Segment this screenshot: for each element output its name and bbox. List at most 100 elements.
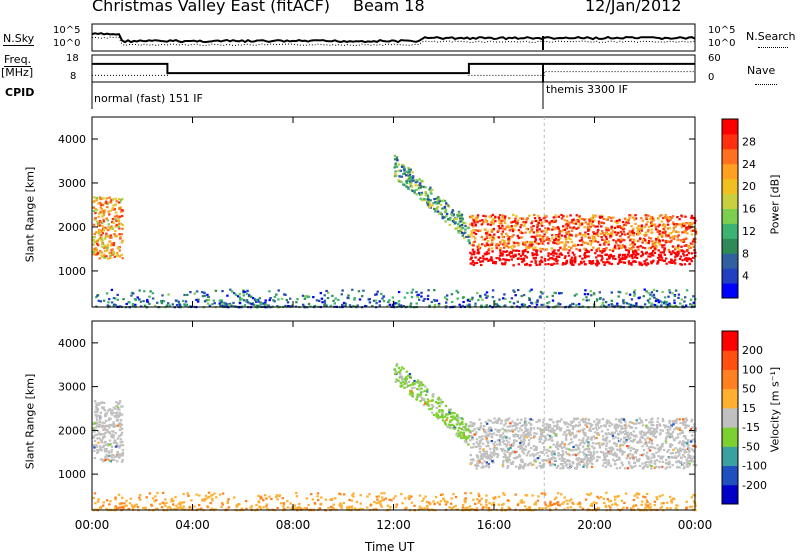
- echo-pixel: [434, 210, 437, 213]
- echo-pixel: [409, 175, 412, 178]
- echo-pixel: [691, 242, 694, 246]
- echo-pixel: [649, 215, 653, 219]
- echo-pixel: [469, 258, 472, 261]
- echo-pixel: [540, 256, 543, 259]
- echo-pixel: [620, 461, 624, 464]
- echo-pixel: [646, 299, 650, 302]
- echo-pixel: [450, 214, 454, 217]
- echo-pixel: [648, 449, 652, 452]
- echo-pixel: [652, 424, 655, 427]
- echo-pixel: [106, 206, 109, 209]
- echo-pixel: [527, 439, 531, 442]
- echo-pixel: [669, 425, 672, 428]
- echo-pixel: [491, 460, 494, 463]
- echo-pixel: [648, 446, 651, 449]
- echo-pixel: [661, 259, 664, 262]
- echo-pixel: [99, 251, 102, 254]
- echo-pixel: [119, 414, 122, 417]
- echo-pixel: [602, 242, 606, 245]
- echo-pixel: [638, 417, 641, 420]
- echo-pixel: [474, 237, 477, 240]
- echo-pixel: [522, 432, 525, 435]
- echo-pixel: [663, 302, 666, 305]
- echo-pixel: [652, 434, 655, 437]
- echo-pixel: [539, 242, 543, 245]
- echo-pixel: [415, 179, 418, 182]
- echo-pixel: [95, 443, 98, 447]
- echo-pixel: [295, 495, 299, 498]
- echo-pixel: [639, 441, 643, 444]
- echo-pixel: [667, 233, 670, 236]
- echo-pixel: [650, 260, 653, 263]
- echo-pixel: [540, 492, 543, 495]
- echo-pixel: [530, 229, 533, 232]
- echo-pixel: [519, 463, 522, 467]
- echo-pixel: [490, 454, 493, 457]
- echo-pixel: [581, 217, 584, 221]
- echo-pixel: [646, 451, 649, 454]
- echo-pixel: [245, 507, 248, 510]
- echo-pixel: [95, 296, 98, 299]
- echo-pixel: [679, 421, 682, 425]
- echo-pixel: [395, 174, 398, 177]
- echo-pixel: [589, 429, 593, 432]
- echo-pixel: [511, 230, 515, 233]
- echo-pixel: [374, 293, 377, 296]
- echo-pixel: [556, 448, 560, 451]
- echo-pixel: [640, 250, 644, 253]
- echo-pixel: [516, 423, 519, 426]
- echo-pixel: [203, 294, 206, 297]
- echo-pixel: [608, 462, 611, 465]
- echo-pixel: [181, 299, 185, 302]
- echo-pixel: [683, 445, 686, 448]
- echo-pixel: [117, 415, 120, 418]
- echo-pixel: [433, 207, 436, 210]
- echo-pixel: [617, 244, 620, 247]
- echo-pixel: [650, 304, 653, 307]
- echo-pixel: [674, 224, 677, 227]
- echo-pixel: [632, 251, 635, 254]
- echo-pixel: [611, 431, 614, 434]
- echo-pixel: [121, 505, 124, 509]
- echo-pixel: [618, 244, 622, 247]
- echo-pixel: [428, 202, 432, 205]
- echo-pixel: [521, 441, 525, 444]
- echo-pixel: [433, 303, 437, 307]
- echo-pixel: [471, 223, 474, 227]
- echo-pixel: [103, 421, 106, 424]
- echo-pixel: [418, 388, 421, 391]
- echo-pixel: [428, 188, 431, 191]
- echo-pixel: [523, 435, 526, 438]
- echo-pixel: [589, 461, 592, 464]
- echo-pixel: [644, 214, 647, 217]
- echo-pixel: [675, 223, 679, 226]
- echo-pixel: [679, 223, 682, 226]
- echo-pixel: [263, 303, 266, 306]
- echo-pixel: [690, 458, 694, 461]
- echo-pixel: [657, 450, 661, 453]
- echo-pixel: [311, 498, 314, 501]
- echo-pixel: [494, 215, 497, 218]
- echo-pixel: [517, 236, 520, 240]
- echo-pixel: [608, 440, 611, 443]
- echo-pixel: [393, 368, 397, 371]
- echo-pixel: [106, 257, 110, 260]
- echo-pixel: [119, 454, 123, 457]
- echo-pixel: [661, 290, 664, 294]
- echo-pixel: [650, 439, 653, 442]
- echo-pixel: [528, 244, 531, 247]
- echo-pixel: [570, 226, 574, 229]
- echo-pixel: [102, 214, 105, 217]
- echo-pixel: [650, 228, 653, 231]
- echo-pixel: [426, 398, 430, 401]
- echo-pixel: [589, 450, 592, 453]
- echo-pixel: [361, 295, 364, 298]
- echo-pixel: [612, 216, 615, 219]
- echo-pixel: [596, 230, 599, 233]
- echo-pixel: [507, 253, 511, 256]
- echo-pixel: [118, 198, 121, 201]
- echo-pixel: [567, 429, 571, 432]
- echo-pixel: [490, 221, 493, 224]
- echo-pixel: [407, 187, 410, 191]
- echo-pixel: [530, 447, 533, 450]
